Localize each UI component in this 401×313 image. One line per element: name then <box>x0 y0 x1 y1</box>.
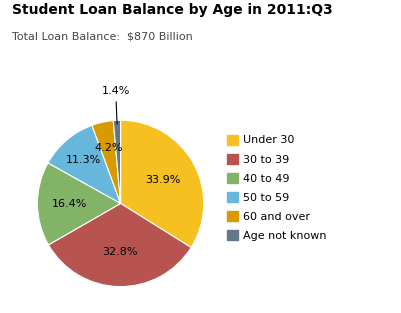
Text: 11.3%: 11.3% <box>66 155 101 165</box>
Wedge shape <box>49 203 190 287</box>
Wedge shape <box>37 163 120 245</box>
Wedge shape <box>113 120 120 203</box>
Legend: Under 30, 30 to 39, 40 to 49, 50 to 59, 60 and over, Age not known: Under 30, 30 to 39, 40 to 49, 50 to 59, … <box>226 135 326 241</box>
Wedge shape <box>48 125 120 203</box>
Text: 4.2%: 4.2% <box>94 143 122 153</box>
Text: Total Loan Balance:  $870 Billion: Total Loan Balance: $870 Billion <box>12 31 192 41</box>
Text: 16.4%: 16.4% <box>51 199 87 209</box>
Text: Student Loan Balance by Age in 2011:Q3: Student Loan Balance by Age in 2011:Q3 <box>12 3 332 17</box>
Text: 1.4%: 1.4% <box>101 86 130 124</box>
Text: 33.9%: 33.9% <box>145 175 180 185</box>
Text: 32.8%: 32.8% <box>102 247 137 257</box>
Wedge shape <box>120 120 203 248</box>
Wedge shape <box>92 121 120 203</box>
